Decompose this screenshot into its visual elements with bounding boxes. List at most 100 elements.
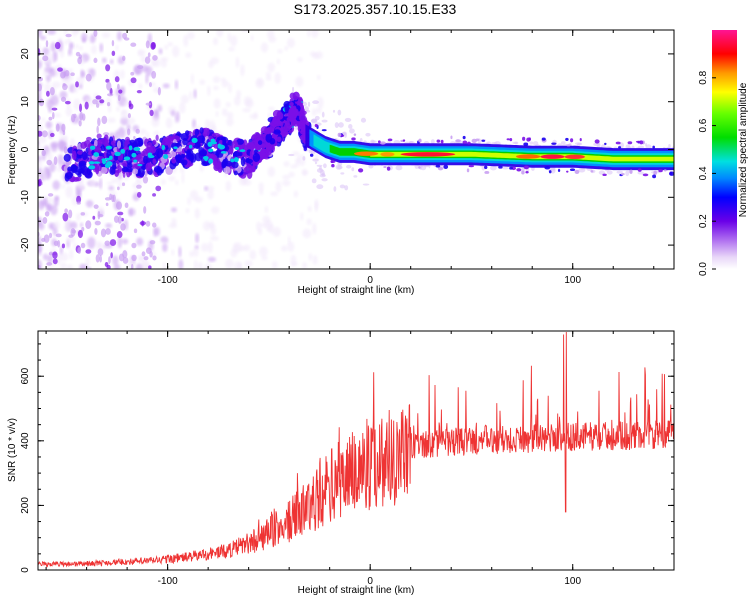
spectral-blob xyxy=(216,30,224,38)
spectral-blob xyxy=(46,159,52,166)
spectral-blob xyxy=(109,166,116,176)
spectral-blob xyxy=(94,220,101,226)
spectral-blob xyxy=(105,223,113,229)
spectral-blob xyxy=(64,70,70,77)
spectral-blob xyxy=(284,45,289,51)
spectral-blob xyxy=(233,151,241,157)
spectral-blob xyxy=(101,115,108,125)
spectral-blob xyxy=(242,108,251,113)
spectral-blob xyxy=(642,173,649,177)
spectral-blob xyxy=(86,167,91,176)
spectral-blob xyxy=(594,139,600,144)
spectral-blob xyxy=(282,179,291,187)
spectral-blob xyxy=(168,223,177,229)
spectral-blob xyxy=(127,162,133,168)
spectral-blob xyxy=(153,130,160,136)
y-tick-label: 200 xyxy=(20,497,31,514)
spectral-blob xyxy=(430,139,435,145)
spectral-blob xyxy=(279,126,286,133)
spectral-blob xyxy=(79,222,84,228)
spectral-blob xyxy=(211,132,221,138)
spectral-blob xyxy=(66,264,73,269)
spectral-blob xyxy=(77,56,82,65)
spectral-blob xyxy=(308,149,313,153)
spectral-blob xyxy=(65,186,74,198)
spectral-blob xyxy=(130,263,134,269)
spectral-blob xyxy=(310,118,318,124)
spectral-blob xyxy=(77,247,82,255)
spectral-peak xyxy=(380,152,395,157)
colorbar-label: Normalized spectral amplitude xyxy=(738,82,749,217)
spectral-blob xyxy=(111,39,115,47)
spectral-blob xyxy=(606,170,613,175)
spectral-blob xyxy=(320,169,325,176)
spectral-blob xyxy=(268,36,277,43)
spectral-blob xyxy=(160,236,169,244)
spectral-blob xyxy=(299,114,305,122)
spectral-blob xyxy=(161,144,166,151)
spectral-peak xyxy=(400,152,456,157)
spectral-blob xyxy=(307,101,311,107)
spectral-blob xyxy=(314,200,318,213)
spectral-blob xyxy=(207,241,213,254)
spectral-blob xyxy=(249,142,255,150)
spectral-blob xyxy=(179,167,185,173)
spectral-blob xyxy=(615,141,621,145)
spectral-blob xyxy=(468,165,474,168)
spectral-blob xyxy=(85,200,94,208)
spectral-blob xyxy=(565,137,569,141)
spectral-blob xyxy=(162,262,166,269)
spectral-blob xyxy=(52,258,58,265)
spectral-blob xyxy=(210,225,217,236)
spectral-blob xyxy=(73,113,77,119)
spectral-blob xyxy=(160,178,166,185)
spectral-blob xyxy=(351,167,355,172)
spectral-blob xyxy=(214,164,222,170)
spectral-blob xyxy=(262,215,271,224)
spectral-blob xyxy=(282,174,291,180)
spectral-blob xyxy=(240,156,246,167)
spectral-blob xyxy=(233,170,238,176)
spectral-blob xyxy=(192,118,196,129)
spectral-blob xyxy=(335,164,342,170)
spectral-blob xyxy=(195,232,200,244)
spectral-blob xyxy=(106,161,113,166)
spectral-blob xyxy=(180,159,188,166)
spectral-blob xyxy=(78,160,87,167)
spectral-blob xyxy=(131,152,137,158)
spectral-blob xyxy=(241,30,249,33)
spectral-blob xyxy=(107,117,116,123)
spectral-blob xyxy=(70,42,74,50)
spectral-blob xyxy=(115,201,123,210)
spectral-blob xyxy=(141,251,146,257)
spectral-blob xyxy=(257,227,263,236)
x-tick-label: 0 xyxy=(367,576,373,587)
spectral-blob xyxy=(216,149,224,158)
spectral-blob xyxy=(42,117,46,123)
spectral-blob xyxy=(180,133,189,141)
spectral-blob xyxy=(506,138,510,141)
spectral-blob xyxy=(295,127,298,130)
spectral-blob xyxy=(128,100,132,108)
spectral-blob xyxy=(321,111,325,118)
spectral-blob xyxy=(466,168,470,173)
spectral-blob xyxy=(52,180,61,191)
spectral-blob xyxy=(199,149,208,157)
spectral-blob xyxy=(117,83,120,90)
spectral-blob xyxy=(440,139,444,144)
spectral-blob xyxy=(50,42,57,52)
spectral-blob xyxy=(312,158,319,162)
spectral-blob xyxy=(63,146,68,154)
spectral-blob xyxy=(148,265,152,269)
spectral-blob xyxy=(532,141,539,146)
spectral-blob xyxy=(110,252,113,259)
spectral-blob xyxy=(49,86,55,96)
spectral-blob xyxy=(81,32,88,43)
spectral-blob xyxy=(548,170,552,174)
spectral-blob xyxy=(570,138,574,143)
spectral-blob xyxy=(120,148,126,154)
spectral-blob xyxy=(346,164,352,169)
spectral-blob xyxy=(45,52,54,65)
spectral-blob xyxy=(523,165,530,170)
spectral-blob xyxy=(193,88,197,99)
